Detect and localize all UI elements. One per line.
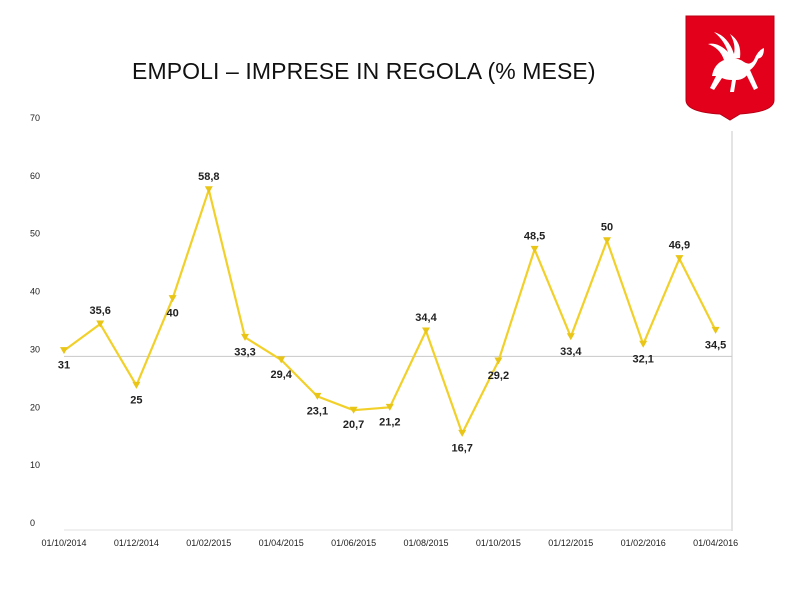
data-label: 35,6 bbox=[89, 305, 110, 317]
data-point-marker bbox=[530, 245, 539, 253]
y-tick-label: 40 bbox=[30, 287, 40, 297]
tuscany-pegasus-crest-icon bbox=[685, 15, 775, 121]
data-label: 40 bbox=[166, 308, 178, 320]
data-point-marker bbox=[204, 186, 213, 194]
y-axis-ticks: 0 10 20 30 40 50 60 70 bbox=[30, 113, 40, 528]
data-label: 58,8 bbox=[198, 171, 219, 183]
y-tick-label: 50 bbox=[30, 229, 40, 239]
x-tick-label: 01/04/2016 bbox=[693, 538, 738, 548]
x-axis-ticks: 01/10/2014 01/12/2014 01/02/2015 01/04/2015… bbox=[41, 538, 738, 548]
x-tick-label: 01/08/2015 bbox=[403, 538, 448, 548]
y-tick-label: 20 bbox=[30, 402, 40, 412]
data-label: 34,4 bbox=[415, 312, 437, 324]
data-label: 50 bbox=[601, 222, 613, 234]
x-tick-label: 01/10/2014 bbox=[41, 538, 86, 548]
y-tick-label: 10 bbox=[30, 460, 40, 470]
x-tick-label: 01/06/2015 bbox=[331, 538, 376, 548]
data-label: 32,1 bbox=[632, 353, 653, 365]
data-point-marker bbox=[132, 381, 141, 389]
y-tick-label: 30 bbox=[30, 344, 40, 354]
x-tick-label: 01/12/2014 bbox=[114, 538, 159, 548]
data-point-marker bbox=[349, 406, 358, 414]
data-point-marker bbox=[566, 333, 575, 341]
data-point-marker bbox=[603, 237, 611, 245]
data-label: 20,7 bbox=[343, 419, 364, 431]
data-point-marker bbox=[60, 347, 68, 355]
data-point-marker bbox=[96, 320, 105, 328]
data-labels: 31 35,6 25 40 58,8 33,3 29,4 23,1 20,7 21,2 34,4 16… bbox=[58, 171, 726, 455]
chart-title: EMPOLI – IMPRESE IN REGOLA (% MESE) bbox=[132, 58, 596, 84]
data-label: 33,4 bbox=[560, 346, 582, 358]
data-point-marker bbox=[711, 326, 720, 334]
x-tick-label: 01/02/2016 bbox=[621, 538, 666, 548]
x-tick-label: 01/12/2015 bbox=[548, 538, 593, 548]
data-label: 25 bbox=[130, 394, 142, 406]
data-label: 33,3 bbox=[234, 346, 255, 358]
pegasus-icon bbox=[708, 32, 764, 92]
y-tick-label: 70 bbox=[30, 113, 40, 123]
data-point-marker bbox=[675, 255, 684, 263]
data-point-marker bbox=[385, 403, 394, 411]
y-tick-label: 60 bbox=[30, 171, 40, 181]
data-point-marker bbox=[458, 429, 467, 437]
series-markers bbox=[60, 186, 720, 437]
data-point-marker bbox=[494, 357, 503, 365]
data-label: 23,1 bbox=[307, 405, 328, 417]
data-point-marker bbox=[639, 340, 648, 348]
data-point-marker bbox=[277, 356, 286, 364]
data-label: 34,5 bbox=[705, 339, 726, 351]
data-label: 31 bbox=[58, 360, 70, 372]
data-label: 29,4 bbox=[270, 369, 292, 381]
data-point-marker bbox=[422, 327, 430, 335]
data-label: 48,5 bbox=[524, 230, 545, 242]
x-tick-label: 01/10/2015 bbox=[476, 538, 521, 548]
x-tick-label: 01/04/2015 bbox=[259, 538, 304, 548]
y-tick-label: 0 bbox=[30, 518, 35, 528]
data-label: 46,9 bbox=[669, 240, 690, 252]
series-line bbox=[63, 188, 717, 435]
data-label: 29,2 bbox=[488, 370, 509, 382]
data-point-marker bbox=[168, 295, 177, 303]
data-label: 16,7 bbox=[451, 442, 472, 454]
x-tick-label: 01/02/2015 bbox=[186, 538, 231, 548]
data-point-marker bbox=[241, 333, 249, 341]
data-label: 21,2 bbox=[379, 416, 400, 428]
data-point-marker bbox=[313, 392, 322, 400]
